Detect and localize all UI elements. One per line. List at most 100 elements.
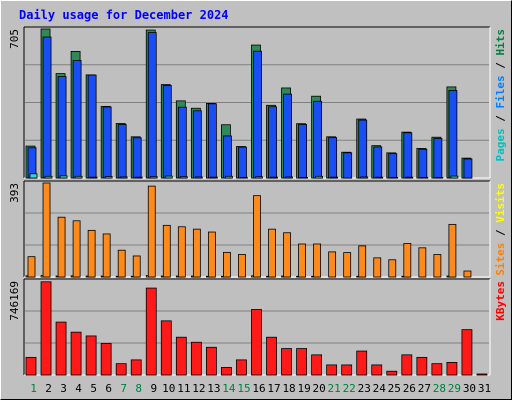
bar-sites-day-19: [298, 243, 306, 278]
panel-kbytes: 746169 KBytes: [8, 278, 507, 376]
bar-files-day-9: [147, 32, 157, 179]
bar-kbytes-day-18: [281, 348, 292, 376]
bar-kbytes-day-21: [326, 364, 338, 376]
legend-entry: /: [494, 56, 507, 76]
bar-kbytes-day-26: [401, 354, 413, 376]
bar-pages-day-10: [164, 175, 173, 179]
panel-hits: 705 Pages / Files / Hits: [8, 26, 507, 179]
x-tick-label-29: 29: [448, 382, 461, 395]
legend-visits: Sites / Visits: [494, 183, 507, 276]
bar-kbytes-day-19: [296, 348, 307, 376]
bar-kbytes-day-17: [266, 336, 277, 376]
ylabel-max-kbytes: 746169: [8, 281, 21, 321]
bar-kbytes-day-31: [476, 373, 488, 376]
bar-kbytes-day-13: [205, 346, 217, 376]
bar-pages-day-28: [435, 176, 444, 179]
x-tick-label-7: 7: [120, 382, 127, 395]
x-tick-label-27: 27: [418, 382, 431, 395]
bar-sites-day-30: [463, 270, 472, 278]
bar-files-day-16: [253, 50, 262, 179]
x-tick-label-8: 8: [135, 382, 142, 395]
x-tick-label-31: 31: [478, 382, 491, 395]
bar-pages-day-27: [420, 176, 429, 179]
bar-pages-day-1: [29, 173, 38, 179]
x-tick-label-20: 20: [313, 382, 326, 395]
bar-pages-day-15: [240, 176, 248, 179]
bar-kbytes-day-29: [446, 362, 458, 376]
bar-pages-day-25: [390, 176, 399, 179]
bar-sites-day-24: [373, 257, 382, 278]
bar-kbytes-day-2: [40, 281, 52, 376]
bar-files-day-4: [72, 60, 82, 179]
bar-sites-day-1: [27, 256, 36, 278]
bar-pages-day-21: [330, 176, 339, 179]
x-tick-label-5: 5: [90, 382, 97, 395]
bar-kbytes-day-10: [160, 320, 172, 376]
x-tick-label-3: 3: [60, 382, 67, 395]
bar-kbytes-day-12: [190, 341, 202, 376]
bar-files-day-28: [433, 138, 443, 179]
x-tick-label-9: 9: [150, 382, 157, 395]
bar-sites-day-18: [283, 232, 291, 278]
bar-files-day-11: [177, 106, 187, 179]
bar-files-day-18: [283, 93, 292, 179]
bar-pages-day-11: [179, 176, 188, 179]
bar-files-day-24: [373, 146, 383, 179]
bar-files-day-17: [268, 106, 277, 179]
bar-kbytes-day-6: [100, 343, 112, 376]
bar-pages-day-7: [119, 176, 128, 179]
bar-pages-day-18: [285, 176, 293, 179]
bar-pages-day-2: [44, 175, 53, 179]
bar-sites-day-15: [238, 254, 246, 278]
x-tick-label-4: 4: [75, 382, 82, 395]
bar-sites-day-16: [253, 195, 261, 278]
bar-files-day-29: [448, 90, 458, 179]
bar-sites-day-6: [102, 233, 111, 278]
bar-pages-day-4: [74, 175, 83, 179]
bar-sites-day-13: [207, 231, 216, 278]
bar-kbytes-day-8: [130, 359, 142, 376]
legend-entry: Pages: [494, 128, 507, 161]
bar-pages-day-14: [225, 175, 233, 179]
bar-sites-day-9: [147, 185, 156, 278]
x-tick-label-10: 10: [162, 382, 175, 395]
x-tick-label-26: 26: [403, 382, 416, 395]
bar-files-day-22: [343, 152, 353, 179]
bar-sites-day-8: [132, 255, 141, 278]
bar-pages-day-19: [300, 176, 308, 179]
legend-entry: Files: [494, 75, 507, 108]
bar-sites-day-23: [358, 245, 367, 278]
bar-files-day-13: [207, 103, 217, 179]
x-tick-label-17: 17: [267, 382, 280, 395]
bar-files-day-25: [388, 153, 398, 179]
x-tick-label-15: 15: [237, 382, 250, 395]
x-tick-label-11: 11: [177, 382, 190, 395]
bar-sites-day-21: [328, 251, 337, 278]
x-tick-label-16: 16: [252, 382, 265, 395]
bar-sites-day-3: [57, 216, 66, 278]
bar-pages-day-5: [89, 176, 98, 179]
bar-pages-day-3: [59, 175, 68, 179]
bar-files-day-12: [192, 110, 202, 179]
bar-kbytes-day-30: [461, 329, 473, 376]
bar-pages-day-6: [104, 176, 113, 179]
bar-sites-day-25: [388, 259, 397, 278]
bar-files-day-15: [238, 146, 247, 179]
bar-files-day-7: [117, 124, 127, 179]
bar-files-day-14: [223, 135, 232, 179]
bar-pages-day-20: [315, 175, 324, 179]
panel-visits: 393 Sites / Visits: [8, 180, 507, 278]
bar-kbytes-day-22: [341, 364, 353, 376]
chart-title: Daily usage for December 2024: [19, 8, 229, 22]
bar-kbytes-day-1: [25, 356, 37, 376]
bar-sites-day-22: [343, 252, 352, 278]
bar-kbytes-day-15: [236, 359, 247, 376]
bar-sites-day-17: [268, 228, 276, 278]
bar-kbytes-day-25: [386, 370, 398, 376]
bar-pages-day-8: [134, 176, 143, 179]
bar-sites-day-4: [72, 220, 81, 278]
bar-sites-day-12: [192, 228, 201, 278]
legend-entry: Hits: [494, 29, 507, 56]
x-tick-label-28: 28: [433, 382, 446, 395]
